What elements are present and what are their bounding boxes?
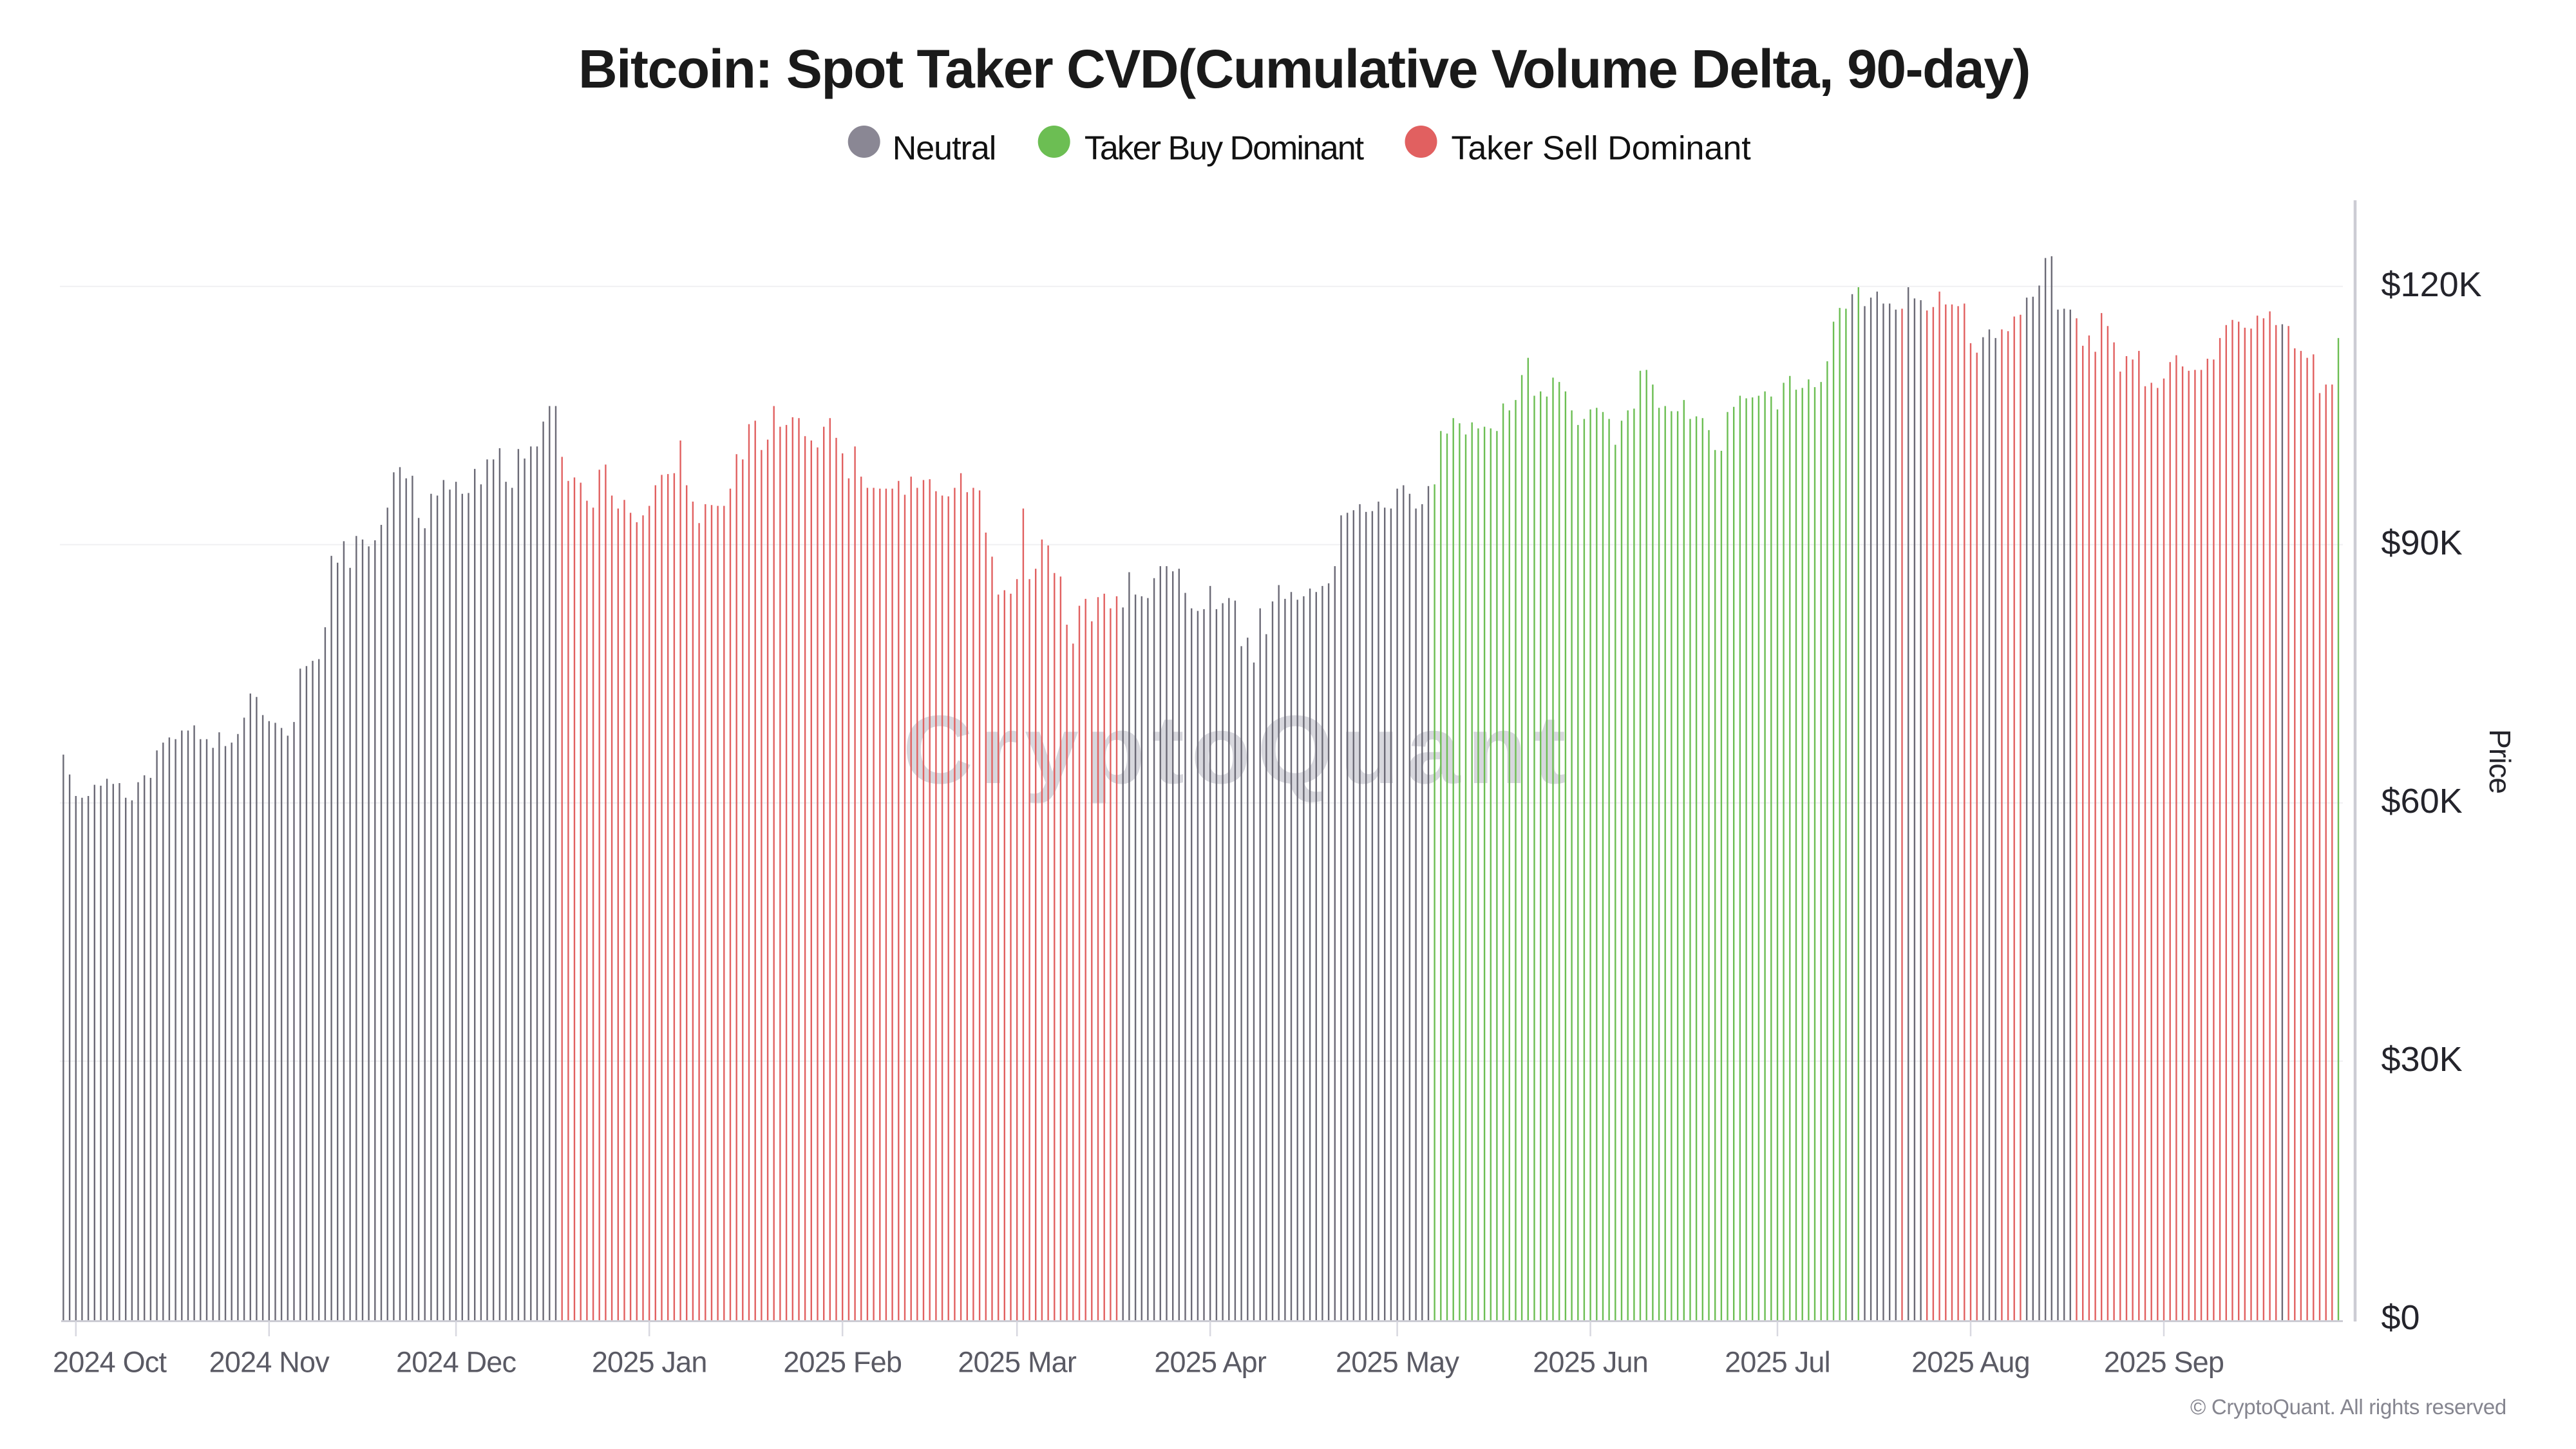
svg-text:2024 Nov: 2024 Nov xyxy=(209,1346,330,1379)
svg-text:$90K: $90K xyxy=(2382,524,2463,562)
svg-text:CryptoQuant: CryptoQuant xyxy=(903,695,1573,804)
svg-text:Bitcoin: Spot Taker CVD(Cumula: Bitcoin: Spot Taker CVD(Cumulative Volum… xyxy=(578,39,2030,99)
svg-text:2025 Apr: 2025 Apr xyxy=(1154,1346,1267,1379)
svg-text:2025 Aug: 2025 Aug xyxy=(1911,1346,2030,1379)
svg-text:2025 Sep: 2025 Sep xyxy=(2104,1346,2224,1379)
svg-text:Taker Sell Dominant: Taker Sell Dominant xyxy=(1451,130,1751,167)
svg-text:2025 Jan: 2025 Jan xyxy=(592,1346,707,1379)
svg-text:$120K: $120K xyxy=(2382,265,2482,304)
svg-text:Neutral: Neutral xyxy=(893,130,996,167)
svg-text:Price: Price xyxy=(2483,729,2517,793)
svg-text:2024 Oct: 2024 Oct xyxy=(53,1346,167,1379)
svg-text:© CryptoQuant. All rights rese: © CryptoQuant. All rights reserved xyxy=(2190,1395,2506,1419)
svg-text:2025 Jun: 2025 Jun xyxy=(1533,1346,1648,1379)
svg-text:2025 Mar: 2025 Mar xyxy=(958,1346,1077,1379)
svg-text:2025 May: 2025 May xyxy=(1336,1346,1460,1379)
svg-text:2025 Jul: 2025 Jul xyxy=(1725,1346,1830,1379)
svg-text:Taker Buy Dominant: Taker Buy Dominant xyxy=(1084,130,1365,167)
svg-text:2025 Feb: 2025 Feb xyxy=(783,1346,902,1379)
svg-text:2024 Dec: 2024 Dec xyxy=(396,1346,516,1379)
svg-text:$60K: $60K xyxy=(2382,782,2463,820)
svg-text:$0: $0 xyxy=(2382,1298,2420,1337)
svg-text:$30K: $30K xyxy=(2382,1040,2463,1079)
